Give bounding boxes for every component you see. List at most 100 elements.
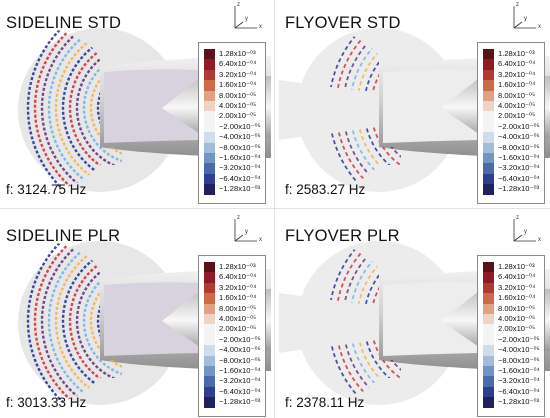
vertical-divider bbox=[274, 0, 275, 418]
colorbar-swatch bbox=[204, 142, 215, 153]
colorbar-label: 1.60x10⁻⁰⁴ bbox=[219, 80, 257, 90]
colorbar-swatch bbox=[204, 80, 215, 91]
colorbar-label: 2.00x10⁻⁰⁵ bbox=[498, 111, 536, 121]
colorbar-swatch bbox=[483, 132, 494, 143]
colorbar-swatch bbox=[204, 90, 215, 101]
colorbar-label: 1.28x10⁻⁰³ bbox=[498, 262, 535, 271]
jet-region bbox=[104, 282, 200, 356]
colorbar-label: 4.00x10⁻⁰⁵ bbox=[219, 314, 257, 323]
colorbar-swatch bbox=[483, 59, 494, 70]
colorbar-swatch bbox=[204, 303, 215, 314]
axis-label-z: z bbox=[237, 2, 240, 8]
colorbar-label: 1.28x10⁻⁰³ bbox=[498, 49, 535, 58]
colorbar-swatch bbox=[204, 282, 215, 294]
colorbar-swatch bbox=[483, 314, 494, 325]
colorbar-label: −1.60x10⁻⁰⁴ bbox=[219, 153, 261, 162]
colorbar-label: −2.00x10⁻⁰⁵ bbox=[498, 334, 540, 344]
colorbar-label: −2.00x10⁻⁰⁵ bbox=[219, 121, 261, 131]
colorbar-label: −1.60x10⁻⁰⁴ bbox=[498, 366, 540, 375]
colorbar-legend: 1.28x10⁻⁰³ 6.40x10⁻⁰⁴ 3.20x10⁻⁰⁴ 1.60x10⁻⁰⁴… bbox=[477, 255, 545, 417]
colorbar-swatch bbox=[204, 386, 215, 398]
axes-triad-icon: z y x bbox=[227, 215, 269, 245]
colorbar-swatch bbox=[204, 366, 215, 377]
axes-lines bbox=[513, 219, 536, 242]
colorbar-label: 6.40x10⁻⁰⁴ bbox=[219, 59, 257, 69]
colorbar-label: −4.00x10⁻⁰⁵ bbox=[219, 132, 261, 142]
colorbar-swatch bbox=[204, 184, 215, 195]
colorbar-label: −1.28x10⁻⁰³ bbox=[498, 397, 540, 407]
colorbar-label: −3.20x10⁻⁰⁴ bbox=[219, 376, 261, 386]
panel-sideline-plr: z y x SIDELINE PLR f: 3013.33 Hz 1.28x10⁻⁰… bbox=[0, 213, 271, 418]
frequency-label: f: 3124.75 Hz bbox=[6, 182, 87, 197]
colorbar-label: 3.20x10⁻⁰⁴ bbox=[219, 282, 257, 292]
colorbar-swatch bbox=[204, 334, 215, 346]
panel-title: SIDELINE PLR bbox=[6, 227, 121, 245]
colorbar-swatch bbox=[483, 153, 494, 164]
colorbar-label: 1.60x10⁻⁰⁴ bbox=[498, 293, 536, 303]
colorbar-label: −3.20x10⁻⁰⁴ bbox=[498, 163, 540, 173]
colorbar-label: 2.00x10⁻⁰⁵ bbox=[498, 324, 536, 334]
colorbar-label: 6.40x10⁻⁰⁴ bbox=[498, 272, 536, 282]
jet-region bbox=[383, 69, 479, 143]
colorbar-label: 3.20x10⁻⁰⁴ bbox=[498, 282, 536, 292]
colorbar-swatch bbox=[483, 386, 494, 398]
colorbar-swatch bbox=[204, 121, 215, 133]
colorbar-swatch bbox=[483, 397, 494, 408]
colorbar-swatch bbox=[204, 153, 215, 164]
colorbar-label: 8.00x10⁻⁰⁵ bbox=[219, 303, 257, 313]
colorbar-swatch bbox=[483, 111, 494, 122]
colorbar-swatch bbox=[204, 355, 215, 366]
colorbar-swatch bbox=[483, 173, 494, 185]
frequency-label: f: 2583.27 Hz bbox=[285, 182, 366, 197]
colorbar-swatch bbox=[204, 272, 215, 283]
axis-label-z: z bbox=[516, 215, 519, 221]
colorbar-label: −4.00x10⁻⁰⁵ bbox=[498, 345, 540, 355]
colorbar-label: −8.00x10⁻⁰⁵ bbox=[498, 142, 540, 152]
colorbar-label: −2.00x10⁻⁰⁵ bbox=[498, 121, 540, 131]
colorbar-swatch bbox=[483, 355, 494, 366]
axis-label-z: z bbox=[237, 215, 240, 221]
colorbar-swatch bbox=[483, 121, 494, 133]
colorbar-swatch bbox=[204, 397, 215, 408]
colorbar-label: 2.00x10⁻⁰⁵ bbox=[219, 111, 257, 121]
axis-label-x: x bbox=[259, 237, 262, 243]
colorbar-swatch bbox=[483, 345, 494, 356]
colorbar-label: 8.00x10⁻⁰⁵ bbox=[219, 90, 257, 100]
colorbar-swatch bbox=[483, 303, 494, 314]
colorbar-label: −2.00x10⁻⁰⁵ bbox=[219, 334, 261, 344]
axis-label-y: y bbox=[524, 16, 527, 22]
colorbar-swatch bbox=[204, 376, 215, 387]
horizontal-divider bbox=[0, 208, 550, 209]
colorbar-label: 1.60x10⁻⁰⁴ bbox=[219, 293, 257, 303]
colorbar-swatch bbox=[483, 324, 494, 335]
axes-lines bbox=[234, 6, 257, 29]
colorbar-swatch bbox=[483, 101, 494, 112]
colorbar-label: 8.00x10⁻⁰⁵ bbox=[498, 303, 536, 313]
colorbar-swatch bbox=[483, 49, 494, 60]
axes-lines bbox=[513, 6, 536, 29]
colorbar-label: 1.60x10⁻⁰⁴ bbox=[498, 80, 536, 90]
colorbar-label: 6.40x10⁻⁰⁴ bbox=[219, 272, 257, 282]
colorbar-label: 3.20x10⁻⁰⁴ bbox=[219, 69, 257, 79]
colorbar-label: −1.28x10⁻⁰³ bbox=[219, 397, 261, 407]
colorbar-swatch bbox=[204, 293, 215, 304]
colorbar-label: −8.00x10⁻⁰⁵ bbox=[219, 142, 261, 152]
panel-flyover-plr: z y x FLYOVER PLR f: 2378.11 Hz 1.28x10⁻⁰³… bbox=[279, 213, 550, 418]
colorbar-legend: 1.28x10⁻⁰³ 6.40x10⁻⁰⁴ 3.20x10⁻⁰⁴ 1.60x10⁻⁰⁴… bbox=[198, 255, 266, 417]
colorbar-label: 8.00x10⁻⁰⁵ bbox=[498, 90, 536, 100]
colorbar-swatch bbox=[483, 334, 494, 346]
colorbar-swatch bbox=[483, 282, 494, 294]
colorbar-swatch bbox=[483, 293, 494, 304]
colorbar-swatch bbox=[483, 376, 494, 387]
colorbar-label: −1.60x10⁻⁰⁴ bbox=[219, 366, 261, 375]
colorbar-swatch bbox=[204, 132, 215, 143]
axes-triad-icon: z y x bbox=[506, 215, 548, 245]
panel-title: FLYOVER STD bbox=[285, 14, 401, 32]
colorbar-label: −8.00x10⁻⁰⁵ bbox=[498, 355, 540, 365]
axis-label-z: z bbox=[516, 2, 519, 8]
frequency-label: f: 3013.33 Hz bbox=[6, 395, 87, 410]
colorbar-label: 1.28x10⁻⁰³ bbox=[219, 262, 256, 271]
colorbar-label: 2.00x10⁻⁰⁵ bbox=[219, 324, 257, 334]
colorbar-swatch bbox=[204, 262, 215, 273]
colorbar-legend: 1.28x10⁻⁰³ 6.40x10⁻⁰⁴ 3.20x10⁻⁰⁴ 1.60x10⁻⁰⁴… bbox=[198, 42, 266, 204]
